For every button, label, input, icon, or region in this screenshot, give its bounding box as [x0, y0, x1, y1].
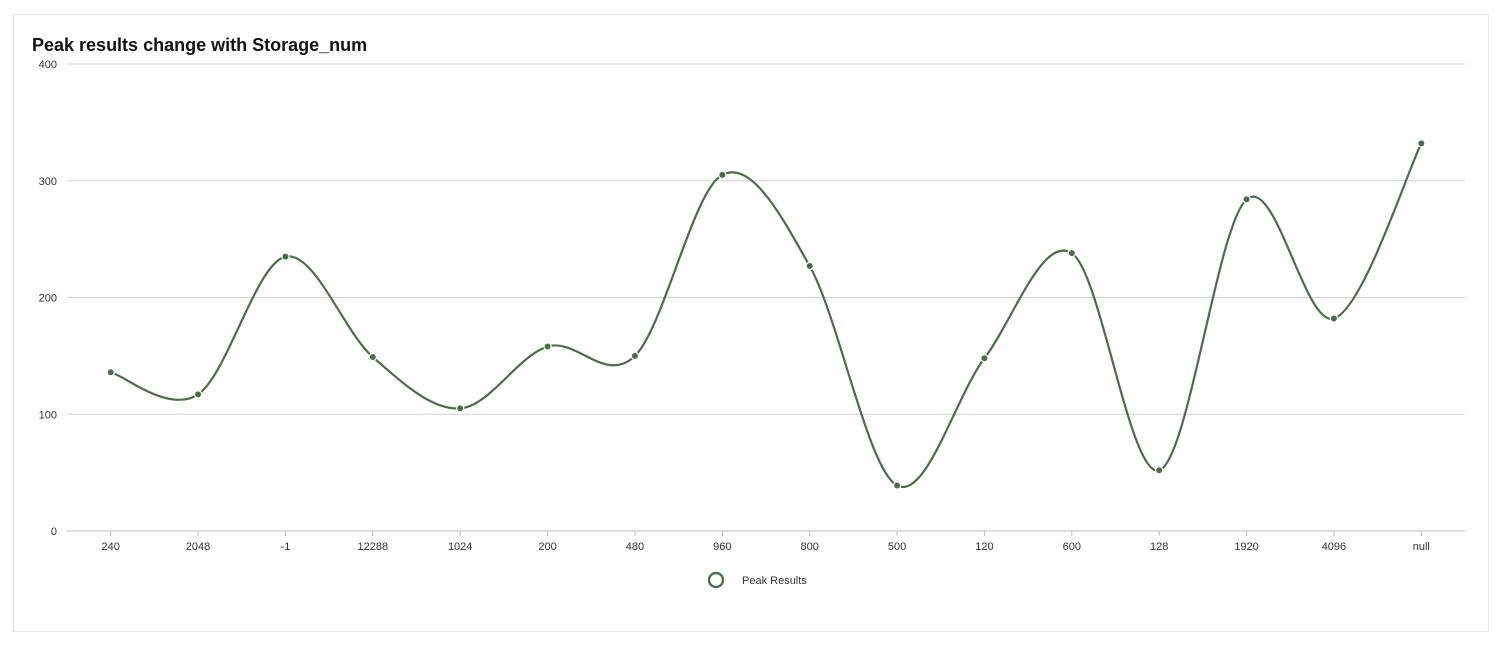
legend[interactable]: Peak Results — [707, 571, 807, 589]
y-tick-label: 100 — [39, 409, 57, 421]
data-point[interactable] — [1329, 314, 1339, 323]
legend-label[interactable]: Peak Results — [742, 575, 807, 587]
data-point[interactable] — [630, 351, 640, 361]
y-tick-label: 300 — [39, 176, 57, 188]
x-tick-label: null — [1413, 541, 1430, 553]
x-tick-label: 200 — [538, 541, 556, 553]
series-line — [110, 142, 1423, 489]
data-point[interactable] — [1154, 466, 1164, 475]
data-point[interactable] — [892, 481, 902, 490]
data-point[interactable] — [1417, 139, 1426, 148]
x-tick-label: 480 — [626, 541, 644, 553]
data-point[interactable] — [805, 261, 814, 271]
series-peak-results — [106, 139, 1426, 490]
y-tick-label: 0 — [51, 526, 57, 538]
x-tick-label: 1024 — [448, 541, 472, 553]
x-tick-label: 4096 — [1322, 541, 1346, 553]
data-point[interactable] — [1242, 195, 1251, 204]
data-point[interactable] — [980, 354, 989, 363]
data-point[interactable] — [193, 390, 203, 399]
x-tick-label: 12288 — [358, 541, 389, 553]
data-point[interactable] — [281, 252, 290, 261]
x-tick-label: 128 — [1150, 541, 1168, 553]
x-tick-label: 240 — [102, 541, 120, 553]
data-point[interactable] — [718, 170, 727, 180]
x-tick-label: 1920 — [1234, 541, 1258, 553]
data-point[interactable] — [368, 352, 378, 362]
data-point[interactable] — [543, 342, 552, 351]
data-point[interactable] — [106, 368, 115, 377]
chart-title: Peak results change with Storage_num — [32, 35, 368, 55]
x-tick-label: 960 — [713, 541, 731, 553]
x-tick-label: 600 — [1063, 541, 1081, 553]
x-tick-label: 500 — [888, 541, 906, 553]
y-axis-ticks: 0 100 200 300 400 — [39, 59, 57, 538]
chart-card — [13, 14, 1489, 632]
x-tick-label: 120 — [975, 541, 993, 553]
legend-marker-icon[interactable] — [707, 571, 725, 589]
grid-lines — [67, 63, 1465, 415]
x-axis-ticks: 240 2048 -1 12288 1024 200 480 960 800 500 120 600 1… — [102, 531, 1430, 553]
x-tick-label: 2048 — [186, 541, 210, 553]
data-point[interactable] — [1067, 248, 1077, 258]
y-tick-label: 400 — [39, 59, 57, 71]
data-point[interactable] — [455, 404, 465, 413]
y-tick-label: 200 — [39, 293, 57, 305]
x-tick-label: -1 — [281, 541, 291, 553]
x-tick-label: 800 — [801, 541, 819, 553]
